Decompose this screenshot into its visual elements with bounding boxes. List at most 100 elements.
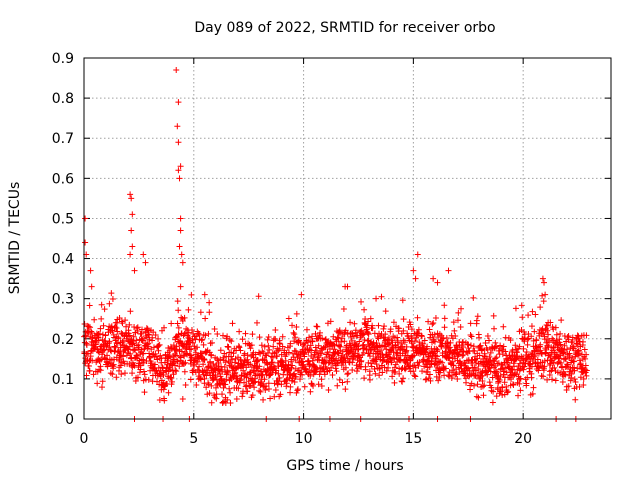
data-point	[256, 334, 263, 341]
data-point	[202, 332, 209, 339]
data-point	[291, 347, 298, 354]
data-point	[438, 343, 445, 350]
data-point	[408, 326, 415, 333]
data-point	[186, 346, 193, 353]
data-point	[92, 341, 99, 348]
data-point	[293, 323, 300, 330]
data-point	[470, 343, 477, 350]
data-point	[227, 399, 234, 406]
data-point	[553, 331, 560, 338]
data-point	[427, 334, 434, 341]
x-tick-label: 10	[295, 431, 313, 447]
data-point	[479, 383, 486, 390]
data-point	[541, 363, 548, 370]
data-point	[550, 345, 557, 352]
data-point	[140, 368, 147, 375]
data-point	[388, 359, 395, 366]
data-point	[315, 342, 322, 349]
data-point	[294, 386, 301, 393]
data-point	[423, 376, 430, 383]
data-point	[84, 322, 91, 329]
data-point	[201, 375, 208, 382]
data-point	[394, 334, 401, 341]
data-point-peak	[140, 251, 147, 258]
data-point	[255, 349, 262, 356]
data-point	[209, 339, 216, 346]
data-point	[426, 371, 433, 378]
data-point	[404, 352, 411, 359]
data-point	[292, 373, 299, 380]
data-point	[85, 323, 92, 330]
data-point	[399, 297, 406, 304]
data-point	[279, 333, 286, 340]
data-point	[197, 376, 204, 383]
y-tick-label: 0.4	[52, 252, 74, 268]
data-point	[316, 329, 323, 336]
data-point	[174, 298, 181, 305]
data-point	[407, 321, 414, 328]
data-point	[203, 348, 210, 355]
data-point	[244, 388, 251, 395]
data-point-peak	[344, 283, 351, 290]
data-point	[342, 386, 349, 393]
data-point	[475, 394, 482, 401]
data-point	[418, 333, 425, 340]
data-point	[528, 363, 535, 370]
data-point-peak	[128, 227, 135, 234]
data-point	[382, 308, 389, 315]
data-point	[257, 388, 264, 395]
data-point	[484, 346, 491, 353]
data-point	[557, 359, 564, 366]
data-point	[375, 322, 382, 329]
data-point	[490, 388, 497, 395]
y-tick-label: 0.5	[52, 211, 74, 227]
data-point	[283, 383, 290, 390]
data-point	[273, 352, 280, 359]
data-point	[583, 367, 590, 374]
data-point	[211, 325, 218, 332]
data-point	[529, 390, 536, 397]
data-point	[106, 300, 113, 307]
data-point	[507, 337, 514, 344]
data-point	[582, 355, 589, 362]
data-point	[301, 383, 308, 390]
data-point	[449, 358, 456, 365]
data-point	[113, 374, 120, 381]
data-point	[272, 386, 279, 393]
data-point	[575, 334, 582, 341]
data-point	[561, 342, 568, 349]
data-point	[87, 324, 94, 331]
data-point	[421, 337, 428, 344]
data-point	[100, 347, 107, 354]
data-point	[520, 345, 527, 352]
data-point	[275, 370, 282, 377]
data-point	[574, 365, 581, 372]
data-point	[352, 327, 359, 334]
data-point	[249, 331, 256, 338]
data-point	[559, 379, 566, 386]
data-point	[122, 317, 129, 324]
data-point	[442, 365, 449, 372]
data-point-peak	[542, 291, 549, 298]
data-point	[402, 366, 409, 373]
data-point	[287, 340, 294, 347]
data-point	[175, 331, 182, 338]
data-point	[206, 309, 213, 316]
data-point	[381, 364, 388, 371]
data-point-peak	[175, 139, 182, 146]
data-point	[499, 384, 506, 391]
data-point	[133, 352, 140, 359]
tick-labels: 0 0.1 0.2 0.3 0.4 0.5 0.6 0.7 0.8 0.9 0 5 10 15 20	[52, 51, 532, 447]
data-point	[188, 326, 195, 333]
data-point	[545, 337, 552, 344]
data-point	[489, 374, 496, 381]
data-point	[450, 362, 457, 369]
data-point	[123, 323, 130, 330]
data-point	[350, 346, 357, 353]
data-point	[540, 373, 547, 380]
data-point	[112, 323, 119, 330]
data-point	[98, 301, 105, 308]
data-point	[337, 330, 344, 337]
data-point	[412, 373, 419, 380]
data-point	[287, 389, 294, 396]
